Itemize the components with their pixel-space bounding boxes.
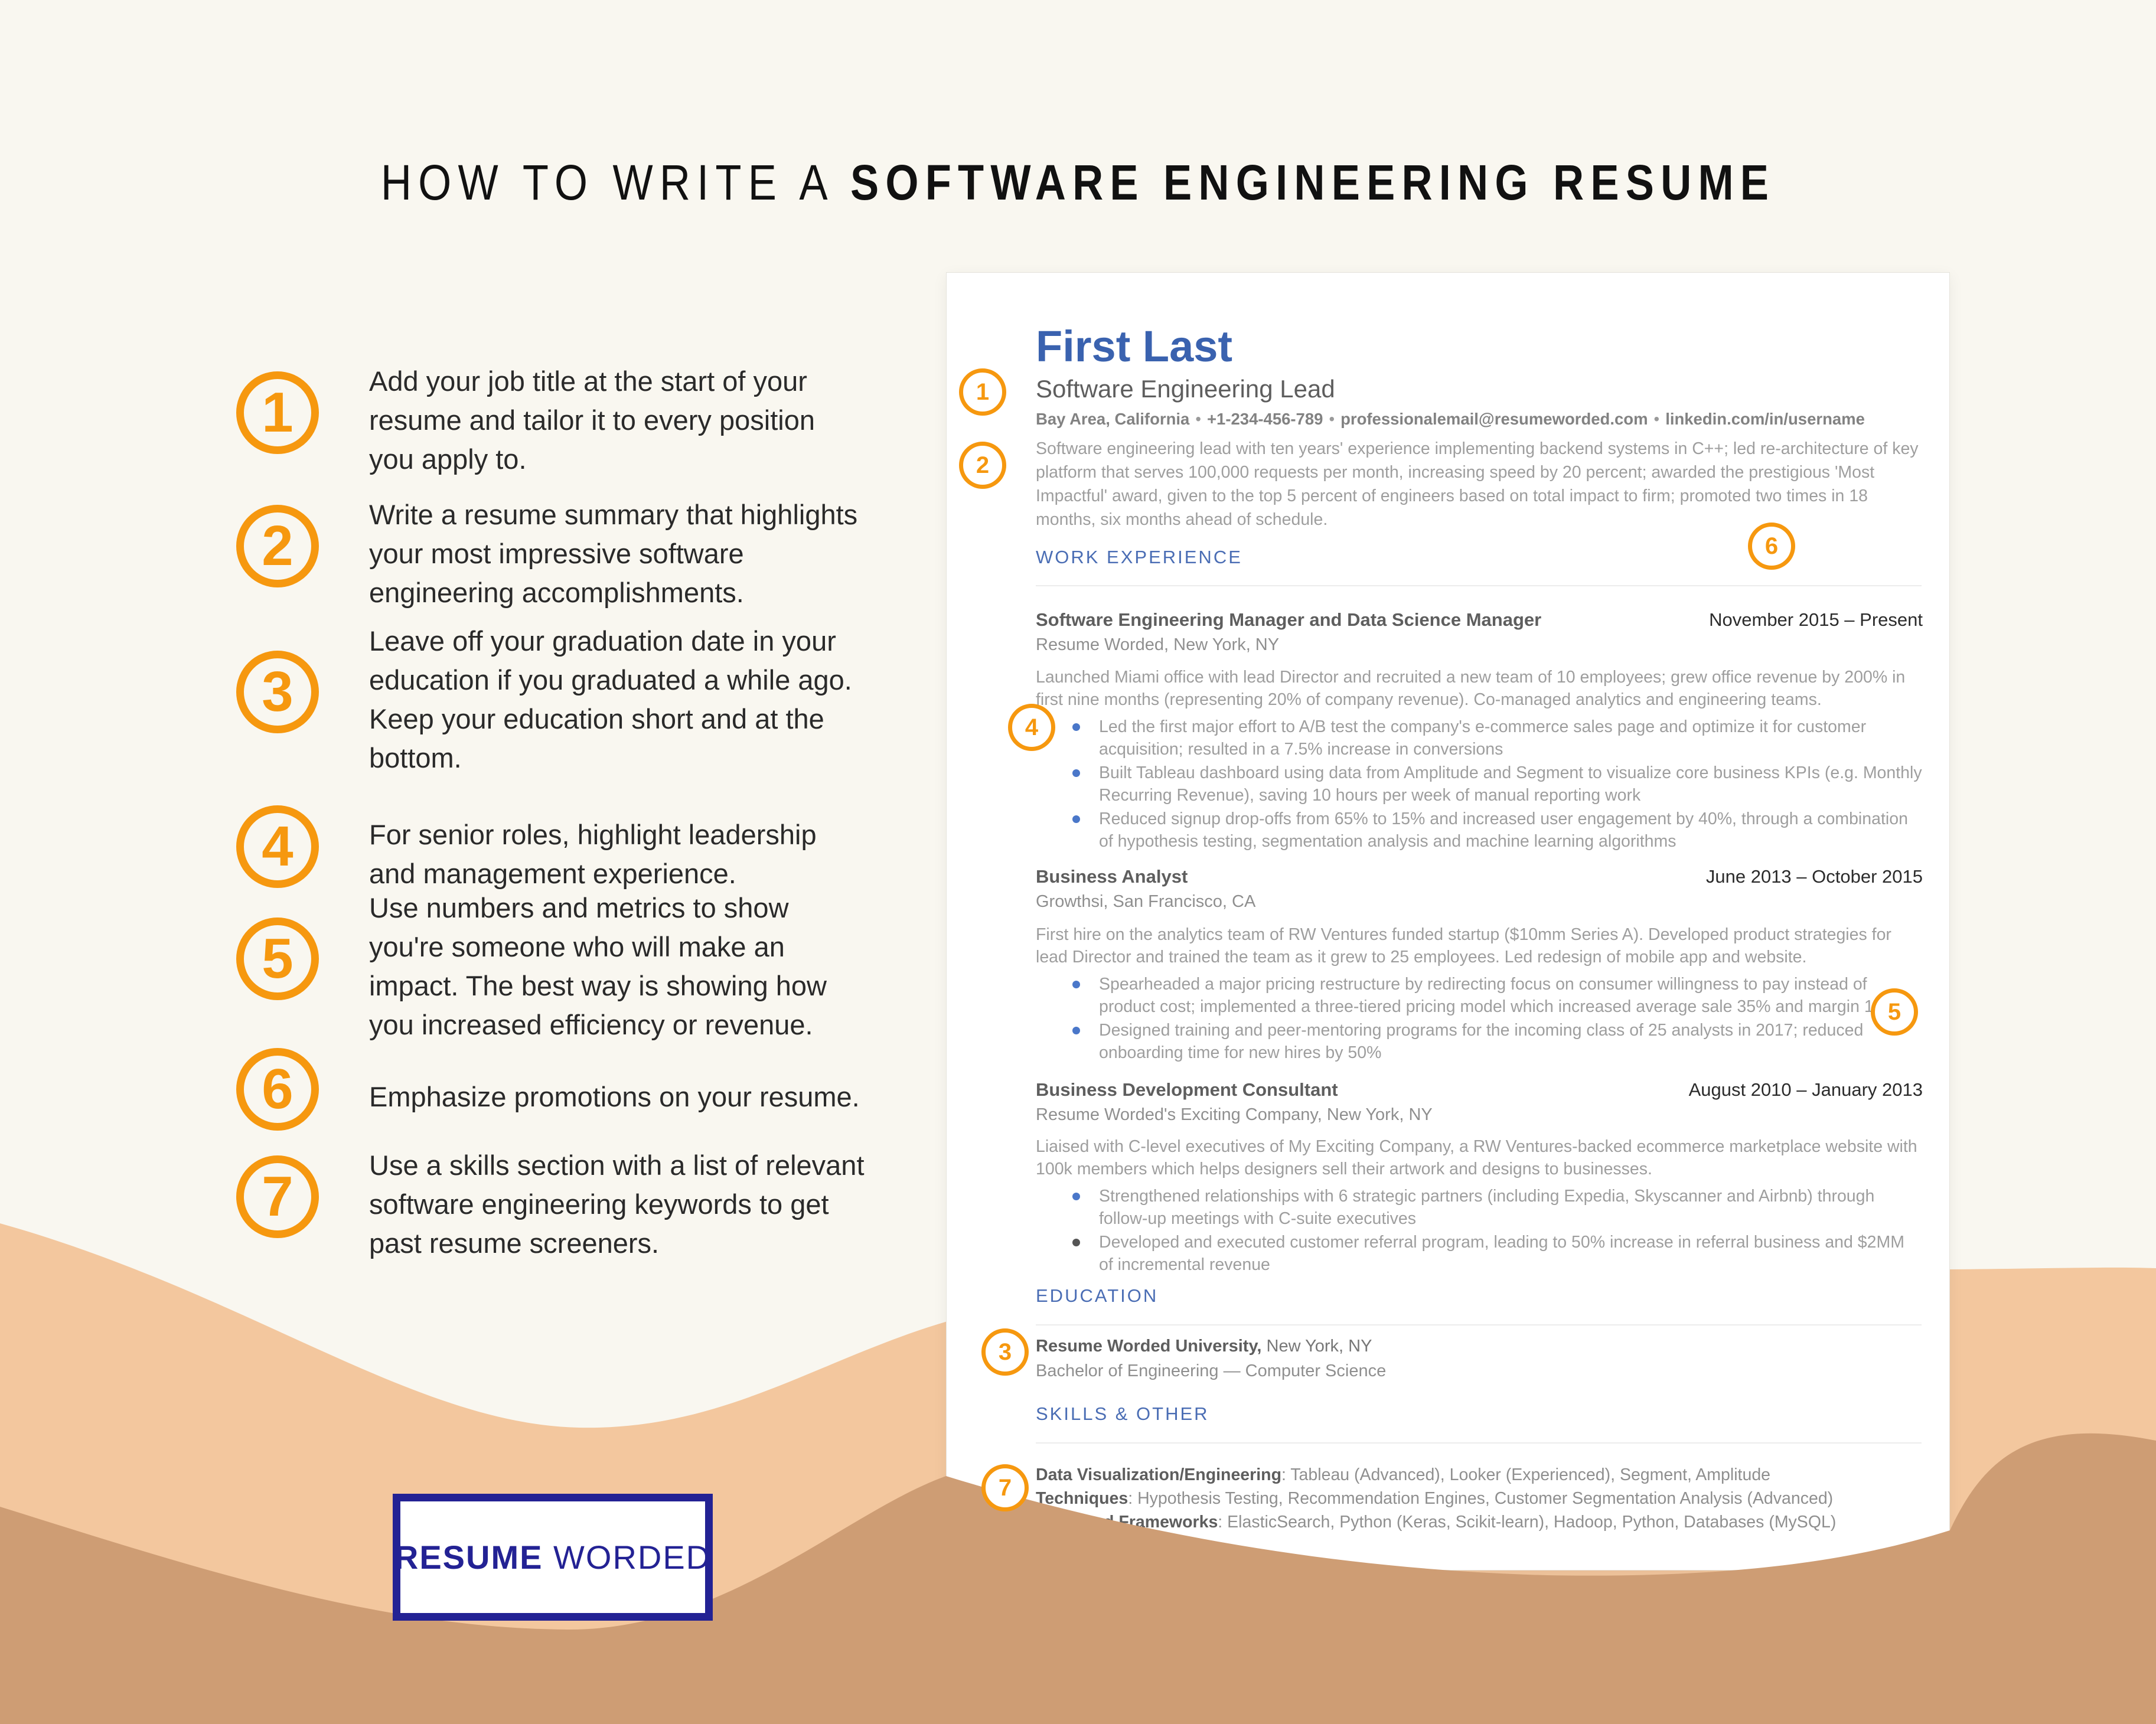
- callout-3-number: 3: [998, 1339, 1012, 1365]
- resume-worded-logo-text: RESUME WORDED: [394, 1538, 711, 1576]
- callout-1-job-title: 1: [959, 368, 1006, 416]
- section-divider: [1036, 585, 1922, 586]
- tip-1-number: 1: [262, 381, 293, 444]
- page-title-emphasis: SOFTWARE ENGINEERING RESUME: [850, 155, 1776, 211]
- job-1-dates: November 2015 – Present: [1709, 609, 1923, 630]
- job-3-bullet: Developed and executed customer referral…: [1036, 1231, 1923, 1276]
- job-2-bullet: Designed training and peer-mentoring pro…: [1036, 1019, 1923, 1064]
- tip-6-number: 6: [262, 1057, 293, 1121]
- logo-text-bold: RESUME: [394, 1539, 543, 1576]
- resume-name: First Last: [1036, 322, 1233, 371]
- callout-6-number: 6: [1764, 533, 1779, 559]
- contact-email: professionalemail@resumeworded.com: [1340, 410, 1648, 428]
- resume-card: First Last Software Engineering Lead Bay…: [946, 272, 1950, 1570]
- section-divider: [1036, 1324, 1922, 1325]
- job-2-bullet: Spearheaded a major pricing restructure …: [1036, 973, 1923, 1018]
- tip-5-text: Use numbers and metrics to show you're s…: [369, 892, 827, 1040]
- callout-5-number: 5: [1887, 999, 1901, 1025]
- job-2-description: First hire on the analytics team of RW V…: [1036, 925, 1891, 967]
- tip-4-text: For senior roles, highlight leadership a…: [369, 819, 817, 889]
- tip-7-text: Use a skills section with a list of rele…: [369, 1150, 865, 1259]
- contact-separator: •: [1653, 410, 1660, 428]
- job-3-description: Liaised with C-level executives of My Ex…: [1036, 1137, 1917, 1178]
- job-3-bullet: Strengthened relationships with 6 strate…: [1036, 1185, 1923, 1230]
- job-2-bullet-list: Spearheaded a major pricing restructure …: [1036, 973, 1923, 1065]
- page-title-prefix: HOW TO WRITE A: [380, 155, 851, 211]
- job-3-title: Business Development Consultant: [1036, 1079, 1338, 1100]
- contact-phone: +1-234-456-789: [1206, 410, 1323, 428]
- job-1-description: Launched Miami office with lead Director…: [1036, 668, 1906, 709]
- job-1-title: Software Engineering Manager and Data Sc…: [1036, 609, 1542, 630]
- job-1-bullet-list: Led the first major effort to A/B test t…: [1036, 716, 1923, 854]
- job-1-header-row: Software Engineering Manager and Data Sc…: [1036, 609, 1923, 631]
- resume-worded-logo: RESUME WORDED: [393, 1494, 713, 1621]
- resume-contact-line: Bay Area, California • +1-234-456-789 • prof…: [1036, 410, 1865, 429]
- section-header-skills: SKILLS & OTHER: [1036, 1403, 1209, 1424]
- contact-separator: •: [1329, 410, 1335, 428]
- callout-2-summary: 2: [959, 442, 1006, 489]
- job-3-header-row: Business Development Consultant August 2…: [1036, 1079, 1923, 1101]
- tip-2-text: Write a resume summary that highlights y…: [369, 499, 858, 608]
- skills-values: : ElasticSearch, Python (Keras, Scikit-l…: [1218, 1513, 1837, 1532]
- skills-values: : Hypothesis Testing, Recommendation Eng…: [1128, 1489, 1834, 1508]
- callout-7-skills: 7: [981, 1464, 1029, 1511]
- job-3-company: Resume Worded's Exciting Company, New Yo…: [1036, 1105, 1433, 1124]
- tip-5-number: 5: [262, 927, 293, 990]
- skills-label: Techniques: [1036, 1489, 1128, 1508]
- callout-3-education: 3: [981, 1328, 1029, 1376]
- job-2-title: Business Analyst: [1036, 866, 1188, 887]
- job-1-bullet: Built Tableau dashboard using data from …: [1036, 762, 1923, 807]
- job-3-dates: August 2010 – January 2013: [1688, 1079, 1923, 1100]
- job-2-dates: June 2013 – October 2015: [1705, 866, 1923, 887]
- skills-line-techniques: Techniques: Hypothesis Testing, Recommen…: [1036, 1487, 1923, 1510]
- callout-4-leadership: 4: [1008, 704, 1055, 751]
- callout-4-number: 4: [1025, 714, 1039, 740]
- education-school-line: Resume Worded University, New York, NY: [1036, 1337, 1372, 1356]
- callout-6-promotions: 6: [1748, 523, 1795, 570]
- job-1-company: Resume Worded, New York, NY: [1036, 635, 1280, 654]
- education-school: Resume Worded University,: [1036, 1337, 1262, 1356]
- job-2-header-row: Business Analyst June 2013 – October 201…: [1036, 866, 1923, 887]
- job-3-bullet-list: Strengthened relationships with 6 strate…: [1036, 1185, 1923, 1277]
- job-2-company: Growthsi, San Francisco, CA: [1036, 892, 1256, 911]
- contact-separator: •: [1195, 410, 1201, 428]
- resume-headline: Software Engineering Lead: [1036, 375, 1335, 403]
- callout-5-metrics: 5: [1871, 988, 1918, 1036]
- tip-2-number: 2: [262, 514, 293, 577]
- logo-text-regular: WORDED: [543, 1539, 712, 1576]
- skills-line-data-visualization: Data Visualization/Engineering: Tableau …: [1036, 1463, 1923, 1487]
- tip-6-text: Emphasize promotions on your resume.: [369, 1081, 860, 1112]
- callout-2-number: 2: [976, 452, 990, 478]
- job-1-bullet: Led the first major effort to A/B test t…: [1036, 716, 1923, 760]
- tip-4-number: 4: [262, 815, 293, 878]
- page-title: HOW TO WRITE A SOFTWARE ENGINEERING RESU…: [151, 154, 2005, 211]
- job-1-bullet: Reduced signup drop-offs from 65% to 15%…: [1036, 808, 1923, 853]
- section-header-work-experience: WORK EXPERIENCE: [1036, 547, 1242, 567]
- education-location: New York, NY: [1261, 1337, 1372, 1356]
- tip-3-number: 3: [262, 660, 293, 723]
- resume-summary: Software engineering lead with ten years…: [1036, 439, 1919, 529]
- tip-7-number: 7: [262, 1165, 293, 1228]
- skills-values: : Tableau (Advanced), Looker (Experience…: [1281, 1465, 1771, 1484]
- tip-3-text: Leave off your graduation date in your e…: [369, 625, 852, 773]
- tip-1-text: Add your job title at the start of your …: [369, 365, 815, 475]
- contact-location: Bay Area, California: [1036, 410, 1190, 428]
- skills-label: Data Visualization/Engineering: [1036, 1465, 1281, 1484]
- skills-block: Data Visualization/Engineering: Tableau …: [1036, 1463, 1923, 1534]
- callout-7-number: 7: [998, 1475, 1012, 1501]
- callout-1-number: 1: [976, 379, 990, 405]
- contact-linkedin: linkedin.com/in/username: [1665, 410, 1865, 428]
- section-divider: [1036, 1442, 1922, 1444]
- section-header-education: EDUCATION: [1036, 1285, 1159, 1306]
- education-degree: Bachelor of Engineering — Computer Scien…: [1036, 1361, 1387, 1380]
